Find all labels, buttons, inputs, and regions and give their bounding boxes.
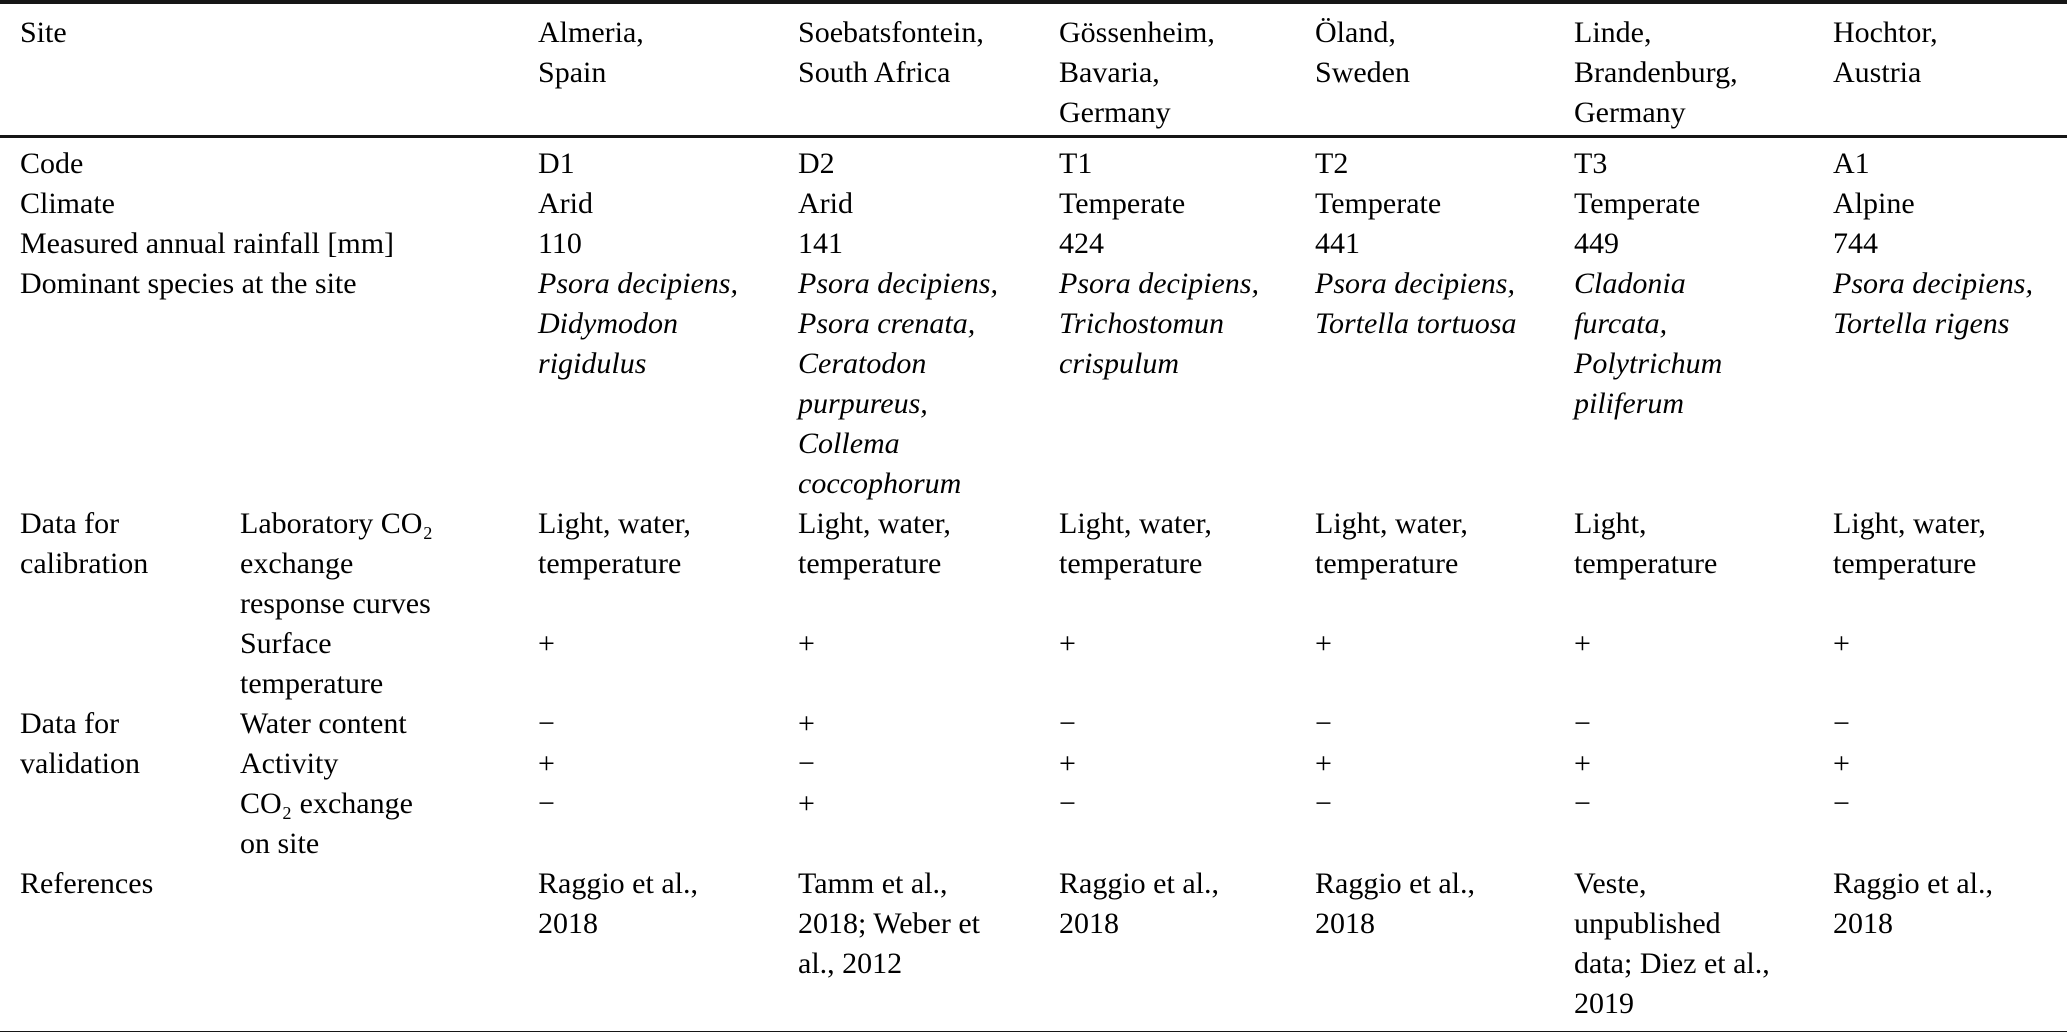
climate-row-label: Climate xyxy=(20,187,115,220)
activity-value-a1: + xyxy=(1833,747,1850,780)
site-column-goessenheim: Gössenheim, Bavaria, Germany xyxy=(1059,2,1316,138)
co2-exchange-value-a1: − xyxy=(1833,787,1850,820)
rainfall-value-d1: 110 xyxy=(538,227,582,260)
climate-value-d2: Arid xyxy=(798,187,854,220)
water-content-value-a1: − xyxy=(1833,707,1850,740)
water-content-value-t3: − xyxy=(1574,707,1591,740)
climate-value-t3: Temperate xyxy=(1574,187,1701,220)
water-content-value-d2: + xyxy=(798,707,815,740)
references-value-t2: Raggio et al., 2018 xyxy=(1315,867,1475,940)
site-column-linde: Linde, Brandenburg, Germany xyxy=(1574,2,1834,138)
references-value-d2: Tamm et al., 2018; Weber et al., 2012 xyxy=(798,867,980,980)
water-content-value-t2: − xyxy=(1315,707,1332,740)
species-value-d2: Psora decipiens, Psora crenata, Ceratodo… xyxy=(798,267,998,500)
lab-co2-value-d2: Light, water, temperature xyxy=(798,507,951,580)
species-value-t2: Psora decipiens, Tortella tortuosa xyxy=(1315,267,1517,340)
code-row: Code D1 D2 T1 T2 T3 A1 xyxy=(0,137,2067,185)
species-value-t3: Cladonia furcata, Polytrichum piliferum xyxy=(1574,267,1723,420)
validation-group-label: Data for validation xyxy=(20,707,140,780)
co2-exchange-row: CO₂ exchange on site − + − − − − xyxy=(0,784,2067,864)
activity-row-label: Activity xyxy=(240,747,339,780)
rainfall-value-t1: 424 xyxy=(1059,227,1105,260)
code-value-a1: A1 xyxy=(1833,147,1870,180)
references-value-d1: Raggio et al., 2018 xyxy=(538,867,698,940)
rainfall-value-a1: 744 xyxy=(1833,227,1879,260)
code-value-d2: D2 xyxy=(798,147,835,180)
surface-temp-value-t1: + xyxy=(1059,627,1076,660)
co2-exchange-row-label: CO₂ exchange on site xyxy=(240,787,413,860)
lab-co2-value-t1: Light, water, temperature xyxy=(1059,507,1212,580)
site-column-almeria: Almeria, Spain xyxy=(538,2,799,138)
surface-temperature-row: Surface temperature + + + + + + xyxy=(0,624,2067,704)
co2-exchange-value-d2: + xyxy=(798,787,815,820)
rainfall-row-label: Measured annual rainfall [mm] xyxy=(20,227,395,260)
species-value-t1: Psora decipiens, Trichostomun crispulum xyxy=(1059,267,1259,380)
header-row: Site Almeria, Spain Soebatsfontein, Sout… xyxy=(0,2,2067,138)
surface-temp-value-t2: + xyxy=(1315,627,1332,660)
surface-temperature-row-label: Surface temperature xyxy=(240,627,384,700)
co2-exchange-value-t1: − xyxy=(1059,787,1076,820)
activity-row: Activity + − + + + + xyxy=(0,744,2067,784)
co2-exchange-value-t2: − xyxy=(1315,787,1332,820)
site-column-oeland: Öland, Sweden xyxy=(1315,2,1575,138)
species-value-a1: Psora decipiens, Tortella rigens xyxy=(1833,267,2033,340)
lab-co2-value-a1: Light, water, temperature xyxy=(1833,507,1986,580)
water-content-value-t1: − xyxy=(1059,707,1076,740)
water-content-row: Data for validation Water content − + − … xyxy=(0,704,2067,780)
code-value-t3: T3 xyxy=(1574,147,1608,180)
water-content-row-label: Water content xyxy=(240,707,407,740)
code-row-label: Code xyxy=(20,147,84,180)
lab-co2-value-t2: Light, water, temperature xyxy=(1315,507,1468,580)
rainfall-row: Measured annual rainfall [mm] 110 141 42… xyxy=(0,224,2067,264)
lab-co2-row: Data for calibration Laboratory CO₂ exch… xyxy=(0,504,2067,624)
lab-co2-value-t3: Light, temperature xyxy=(1574,507,1718,580)
activity-value-d2: − xyxy=(798,747,815,780)
lab-co2-value-d1: Light, water, temperature xyxy=(538,507,691,580)
site-column-soebatsfontein: Soebatsfontein, South Africa xyxy=(798,2,1060,138)
code-value-t2: T2 xyxy=(1315,147,1349,180)
dominant-species-row: Dominant species at the site Psora decip… xyxy=(0,264,2067,504)
site-header-label: Site xyxy=(0,2,539,138)
dominant-species-row-label: Dominant species at the site xyxy=(20,267,357,300)
climate-row: Climate Arid Arid Temperate Temperate Te… xyxy=(0,184,2067,224)
climate-value-t2: Temperate xyxy=(1315,187,1442,220)
activity-value-t1: + xyxy=(1059,747,1076,780)
code-value-t1: T1 xyxy=(1059,147,1093,180)
rainfall-value-t3: 449 xyxy=(1574,227,1620,260)
surface-temp-value-a1: + xyxy=(1833,627,1850,660)
water-content-value-d1: − xyxy=(538,707,555,740)
activity-value-d1: + xyxy=(538,747,555,780)
code-value-d1: D1 xyxy=(538,147,575,180)
activity-value-t3: + xyxy=(1574,747,1591,780)
co2-exchange-value-d1: − xyxy=(538,787,555,820)
references-row-label: References xyxy=(20,867,154,900)
rainfall-value-d2: 141 xyxy=(798,227,844,260)
activity-value-t2: + xyxy=(1315,747,1332,780)
climate-value-t1: Temperate xyxy=(1059,187,1186,220)
surface-temp-value-t3: + xyxy=(1574,627,1591,660)
surface-temp-value-d1: + xyxy=(538,627,555,660)
lab-co2-row-label: Laboratory CO₂ exchange response curves xyxy=(240,507,433,620)
surface-temp-value-d2: + xyxy=(798,627,815,660)
calibration-group-label: Data for calibration xyxy=(20,507,149,580)
co2-exchange-value-t3: − xyxy=(1574,787,1591,820)
references-value-t3: Veste, unpublished data; Diez et al., 20… xyxy=(1574,867,1770,1020)
climate-value-a1: Alpine xyxy=(1833,187,1915,220)
references-row: References Raggio et al., 2018 Tamm et a… xyxy=(0,864,2067,1032)
species-value-d1: Psora decipiens, Didymodon rigidulus xyxy=(538,267,738,380)
site-column-hochtor: Hochtor, Austria xyxy=(1833,2,2067,138)
references-value-t1: Raggio et al., 2018 xyxy=(1059,867,1219,940)
references-value-a1: Raggio et al., 2018 xyxy=(1833,867,1993,940)
rainfall-value-t2: 441 xyxy=(1315,227,1361,260)
climate-value-d1: Arid xyxy=(538,187,594,220)
